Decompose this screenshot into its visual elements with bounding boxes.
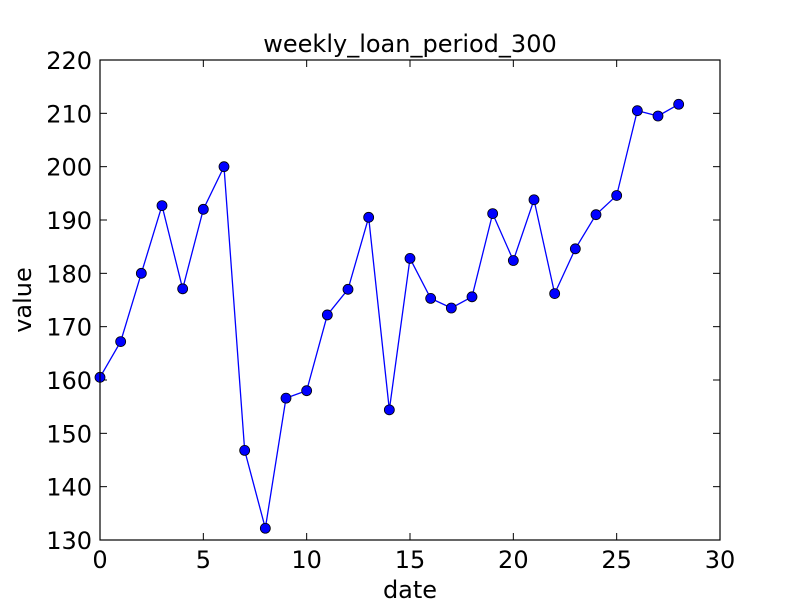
- data-point: [177, 283, 189, 295]
- data-point: [590, 209, 602, 221]
- y-tick-label: 190: [46, 207, 92, 235]
- data-point: [321, 309, 333, 321]
- data-point: [487, 208, 499, 220]
- x-axis-label: date: [383, 576, 437, 600]
- data-point: [280, 392, 292, 404]
- data-point: [507, 255, 519, 266]
- y-tick-label: 150: [46, 420, 92, 448]
- data-point: [383, 404, 395, 416]
- y-tick-label: 160: [46, 367, 92, 395]
- y-axis-label: value: [9, 267, 37, 333]
- tick-labels: 0 5 10 15 20 25 30 130 140 150 160 170 180 190 200 210 2…: [46, 47, 735, 574]
- x-tick-label: 20: [498, 546, 529, 574]
- y-tick-label: 210: [46, 100, 92, 128]
- plot-background: [100, 60, 720, 540]
- y-tick-label: 220: [46, 47, 92, 75]
- data-point: [363, 211, 375, 223]
- data-point: [239, 444, 251, 456]
- x-tick-label: 0: [92, 546, 107, 574]
- data-point: [528, 194, 540, 206]
- data-point: [218, 161, 230, 173]
- data-point: [611, 190, 623, 201]
- x-tick-label: 15: [395, 546, 426, 574]
- y-tick-label: 180: [46, 260, 92, 288]
- x-tick-label: 5: [196, 546, 211, 574]
- data-point: [445, 302, 457, 314]
- data-point: [673, 98, 685, 110]
- data-point: [135, 267, 147, 279]
- y-tick-label: 170: [46, 314, 92, 342]
- plot-frame: [99, 59, 721, 541]
- y-tick-label: 200: [46, 154, 92, 182]
- data-point: [425, 292, 437, 304]
- chart-title: weekly_loan_period_300: [263, 30, 556, 58]
- x-tick-label: 25: [601, 546, 632, 574]
- x-tick-label: 30: [705, 546, 736, 574]
- data-point: [466, 291, 478, 303]
- data-point: [115, 336, 127, 348]
- data-point: [404, 252, 416, 264]
- data-point: [259, 522, 271, 534]
- y-tick-label: 140: [46, 474, 92, 502]
- data-point: [631, 105, 643, 117]
- data-point: [301, 385, 313, 397]
- data-point: [342, 283, 354, 295]
- data-point: [549, 288, 561, 300]
- data-point: [156, 200, 168, 212]
- x-tick-label: 10: [291, 546, 322, 574]
- data-point: [569, 243, 581, 255]
- y-tick-label: 130: [46, 527, 92, 555]
- data-point: [652, 110, 664, 122]
- data-point: [197, 203, 209, 215]
